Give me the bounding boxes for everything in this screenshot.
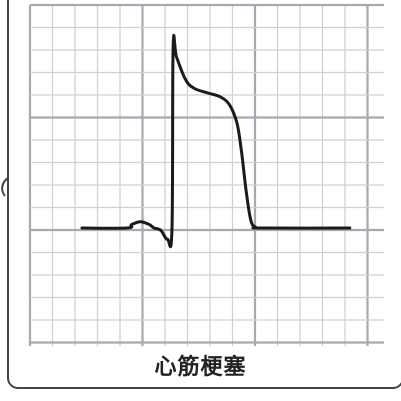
ecg-grid <box>28 3 384 346</box>
diagram-caption: 心筋梗塞 <box>154 355 247 380</box>
ecg-trace <box>80 33 352 249</box>
